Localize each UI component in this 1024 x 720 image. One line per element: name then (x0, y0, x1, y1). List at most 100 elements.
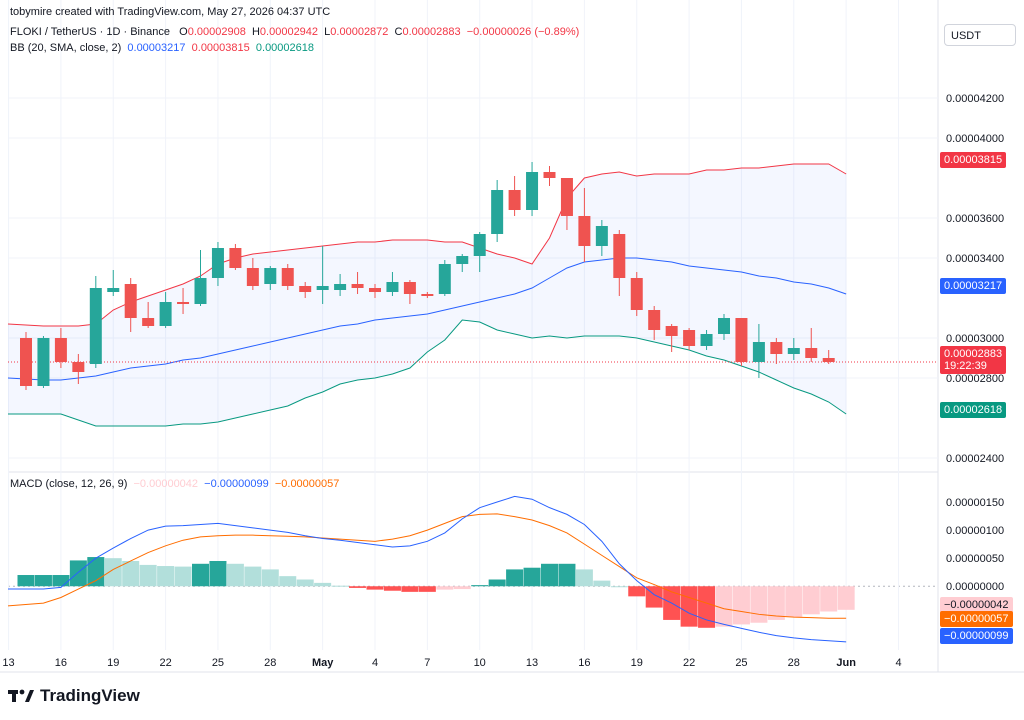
candle-body (630, 278, 643, 310)
candle-body (159, 302, 172, 326)
macd-tick-label: 0.00000050 (946, 553, 1004, 565)
time-tick-label: 19 (107, 657, 119, 669)
bar-countdown: 19:22:39 (944, 360, 987, 372)
macd-tick-label: 0.00000000 (946, 581, 1004, 593)
low-value: 0.00002872 (330, 26, 389, 38)
tradingview-logo[interactable]: TradingView (8, 686, 140, 706)
macd-histogram-bar (244, 566, 262, 587)
bb-upper-value: 0.00003815 (191, 42, 250, 54)
macd-hist-badge: −0.00000042 (940, 597, 1013, 613)
time-tick-label: May (312, 657, 334, 669)
macd-histogram-bar (349, 586, 367, 588)
macd-histogram-bar (192, 563, 209, 587)
time-tick-label: 28 (264, 657, 276, 669)
time-tick-label: 22 (683, 657, 695, 669)
candle-body (805, 348, 818, 358)
macd-histogram-bar (122, 560, 140, 587)
macd-histogram-bar (802, 586, 820, 615)
macd-histogram-bar (628, 586, 646, 597)
candle-body (718, 318, 730, 334)
macd-histogram-bar (314, 582, 332, 587)
bb-lower-value: 0.00002618 (255, 42, 315, 54)
macd-histogram-bar (34, 575, 52, 587)
price-tick-label: 0.00002800 (946, 373, 1004, 385)
macd-histogram-bar (17, 575, 35, 587)
macd-histogram-bar (541, 563, 558, 587)
open-label: O (179, 26, 188, 38)
macd-histogram-bar (261, 569, 279, 587)
time-tick-label: 22 (159, 657, 171, 669)
symbol-name: FLOKI / TetherUS · 1D · Binance (10, 26, 170, 38)
candle-body (822, 358, 835, 362)
macd-histogram-bar (87, 557, 105, 587)
macd-histogram-bar (401, 586, 419, 592)
candle-body (316, 286, 329, 290)
time-tick-label: 4 (895, 657, 901, 669)
candle-body (438, 264, 451, 294)
time-tick-label: 25 (735, 657, 747, 669)
price-tick-label: 0.00002400 (946, 453, 1004, 465)
bb-upper-line (7, 163, 847, 327)
candle-body (403, 282, 416, 294)
candle-body (491, 190, 504, 234)
time-tick-label: 16 (578, 657, 590, 669)
symbol-legend[interactable]: FLOKI / TetherUS · 1D · Binance O 0.00002… (10, 26, 579, 38)
attribution-text: tobymire created with TradingView.com, M… (10, 6, 331, 18)
bb-lower-line (8, 319, 847, 427)
candle-body (194, 278, 207, 304)
candle-body (683, 330, 696, 346)
candle-body (351, 284, 364, 288)
high-value: 0.00002942 (259, 26, 319, 38)
candle-body (543, 172, 556, 178)
last-price-badge: 0.00002883 19:22:39 (940, 346, 1007, 374)
candle-body (229, 248, 242, 268)
candle-body (37, 338, 50, 386)
candle-body (369, 288, 381, 292)
candle-body (107, 288, 120, 292)
candle-body (142, 318, 155, 326)
macd-histogram-bar (593, 580, 611, 587)
candle-body (735, 318, 748, 362)
macd-histogram-bar (785, 586, 803, 618)
candle-body (752, 342, 765, 362)
bb-upper-badge: 0.00003815 (940, 152, 1007, 168)
time-tick-label: 25 (212, 657, 224, 669)
macd-histogram-bar (837, 586, 855, 610)
candle-body (508, 190, 521, 210)
macd-histogram-bar (558, 563, 576, 587)
macd-signal-value: −0.00000057 (274, 478, 340, 490)
time-tick-label: 13 (526, 657, 538, 669)
macd-line-value: −0.00000099 (204, 478, 269, 490)
time-tick-label: 7 (424, 657, 430, 669)
macd-legend[interactable]: MACD (close, 12, 26, 9) −0.00000042 −0.0… (10, 478, 339, 490)
candle-body (595, 226, 608, 246)
candle-body (700, 334, 713, 346)
macd-histogram-bar (575, 569, 593, 587)
candle-body (473, 234, 486, 256)
macd-histogram-bar (715, 586, 733, 627)
macd-line (8, 495, 847, 643)
candle-body (89, 288, 102, 364)
macd-histogram-bar (69, 560, 87, 587)
macd-histogram-bar (157, 566, 175, 587)
macd-histogram-bar (506, 569, 524, 587)
macd-histogram-bar (523, 567, 541, 587)
currency-selector[interactable]: USDT (944, 24, 1016, 46)
bb-basis-line (7, 257, 847, 381)
macd-histogram-bar (139, 564, 157, 587)
candle-body (264, 268, 277, 284)
candle-body (386, 282, 399, 292)
brand-name: TradingView (40, 686, 140, 705)
candle-body (456, 256, 469, 264)
macd-label: MACD (close, 12, 26, 9) (10, 478, 128, 490)
macd-line-badge: −0.00000099 (940, 628, 1013, 644)
candle-body (560, 178, 573, 216)
macd-signal-badge: −0.00000057 (940, 611, 1013, 627)
candle-body (787, 348, 800, 354)
candle-body (578, 216, 591, 246)
time-tick-label: 19 (631, 657, 643, 669)
macd-hist-value: −0.00000042 (133, 478, 199, 490)
macd-histogram-bar (174, 566, 192, 587)
bb-legend[interactable]: BB (20, SMA, close, 2) 0.00003217 0.0000… (10, 42, 314, 54)
